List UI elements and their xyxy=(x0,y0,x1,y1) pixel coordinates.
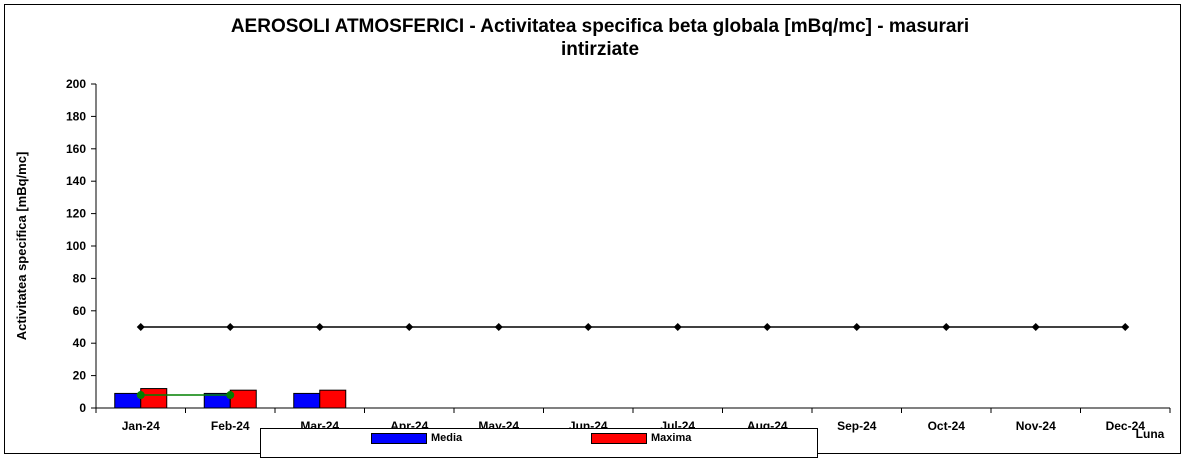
x-tick-label: Nov-24 xyxy=(1016,419,1056,433)
legend-swatch-maxima xyxy=(591,432,647,444)
legend-swatch-media xyxy=(371,432,427,444)
line-point xyxy=(763,323,772,331)
y-tick-label: 200 xyxy=(66,77,86,91)
bar-maxima xyxy=(140,388,168,409)
legend-label-maxima: Maxima xyxy=(651,432,692,444)
chart-title: AEROSOLI ATMOSFERICI - Activitatea speci… xyxy=(230,16,970,37)
line-point xyxy=(494,323,503,331)
lines xyxy=(136,323,1130,400)
axes xyxy=(91,83,1171,413)
line-point xyxy=(136,391,145,400)
line-point xyxy=(852,323,861,331)
y-tick-label: 120 xyxy=(66,207,86,221)
y-tick-label: 160 xyxy=(66,142,86,156)
x-axis-label: Luna xyxy=(1136,427,1165,441)
line-point xyxy=(226,391,235,400)
line-point xyxy=(1121,323,1130,331)
x-tick-label: Sep-24 xyxy=(837,419,877,433)
y-tick-label: 180 xyxy=(66,109,86,123)
y-tick-label: 20 xyxy=(73,369,87,383)
line-point xyxy=(136,323,145,331)
x-tick-label: Feb-24 xyxy=(211,419,250,433)
y-tick-label: 60 xyxy=(73,304,87,318)
x-tick-label: Dec-24 xyxy=(1106,419,1146,433)
line-point xyxy=(405,323,414,331)
line-point xyxy=(673,323,682,331)
labels: 0 20 40 60 80 100 120 140 160 180 200 Jan-24 Feb-24 M… xyxy=(14,77,1165,441)
legend-item-media: Media xyxy=(371,432,462,444)
legend-item-maxima: Maxima xyxy=(591,432,691,444)
bars xyxy=(114,388,347,409)
bar-media xyxy=(293,392,321,409)
bar-maxima xyxy=(319,389,347,409)
line-point xyxy=(1031,323,1040,331)
chart-plot: 0 20 40 60 80 100 120 140 160 180 200 Jan-24 Feb-24 M… xyxy=(14,77,1171,441)
legend: Media Maxima xyxy=(260,428,818,458)
x-tick-label: Jan-24 xyxy=(122,419,160,433)
y-tick-label: 40 xyxy=(73,336,87,350)
y-tick-label: 0 xyxy=(79,401,86,415)
line-point xyxy=(584,323,593,331)
y-tick-label: 100 xyxy=(66,239,86,253)
line-point xyxy=(942,323,951,331)
legend-label-media: Media xyxy=(431,432,463,444)
chart-title-line2: intirziate xyxy=(560,39,640,60)
y-tick-label: 140 xyxy=(66,174,86,188)
y-tick-label: 80 xyxy=(73,271,87,285)
y-axis-label: Activitatea specifica [mBq/mc] xyxy=(14,152,29,341)
chart-frame xyxy=(4,4,1181,454)
bar-maxima xyxy=(229,389,257,409)
x-tick-label: Oct-24 xyxy=(928,419,966,433)
line-point xyxy=(315,323,324,331)
line-point xyxy=(226,323,235,331)
